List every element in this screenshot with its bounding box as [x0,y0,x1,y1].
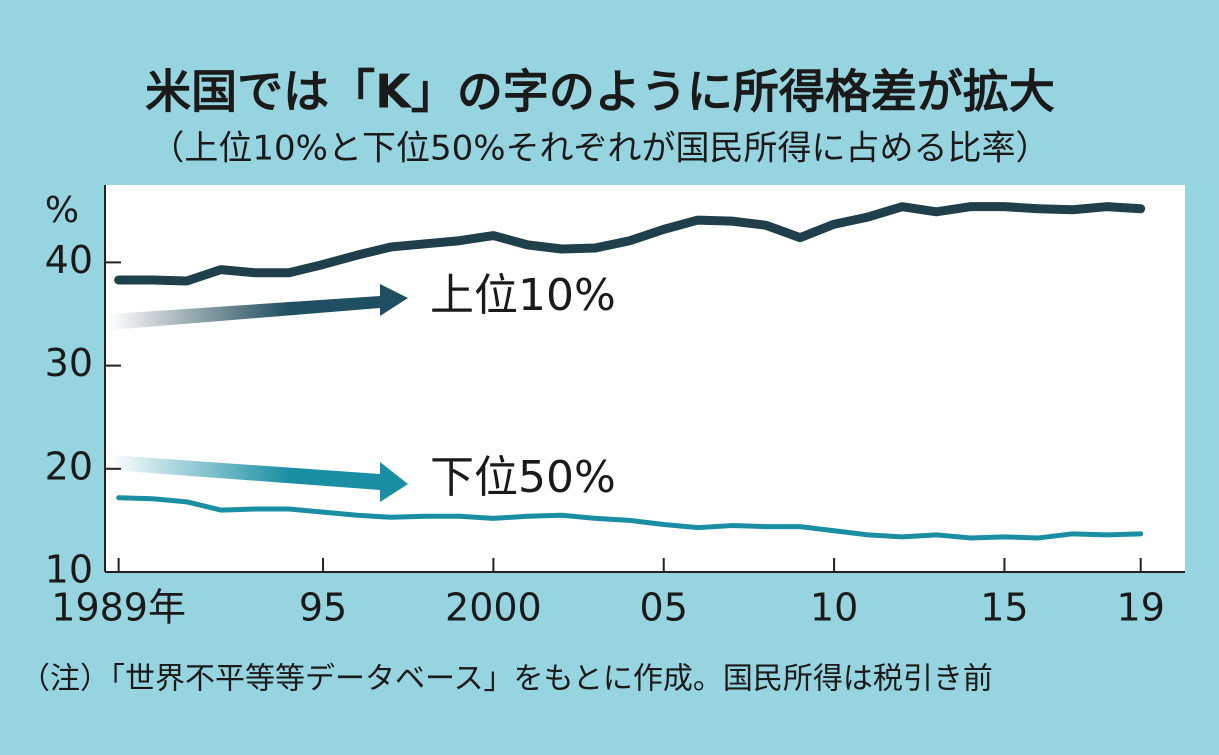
y-tick-label: 40 [45,238,93,282]
series-label: 下位50% [430,452,616,503]
y-tick-label: 10 [45,548,93,592]
series-label: 上位10% [430,270,616,321]
chart-title: 米国では「K」の字のように所得格差が拡大 [145,65,1055,119]
x-tick-label: 1989年 [51,586,186,630]
x-tick-label: 15 [980,586,1028,630]
arrow-down [110,455,408,502]
x-tick-label: 2000 [445,586,542,630]
chart-subtitle: （上位10%と下位50%それぞれが国民所得に占める比率） [150,129,1049,169]
arrow-up [110,284,408,330]
x-tick-label: 19 [1117,586,1165,630]
plot-area [105,185,1185,572]
x-tick-label: 95 [299,586,347,630]
y-tick-label: 30 [45,341,93,385]
x-tick-label: 10 [810,586,858,630]
y-tick-label: 20 [45,444,93,488]
y-axis-label: % [45,190,79,231]
x-tick-label: 05 [640,586,688,630]
series-line [116,495,1144,541]
note: （注）「世界不平等等データベース」をもとに作成。国民所得は税引き前 [20,662,993,697]
series-line [114,202,1146,286]
